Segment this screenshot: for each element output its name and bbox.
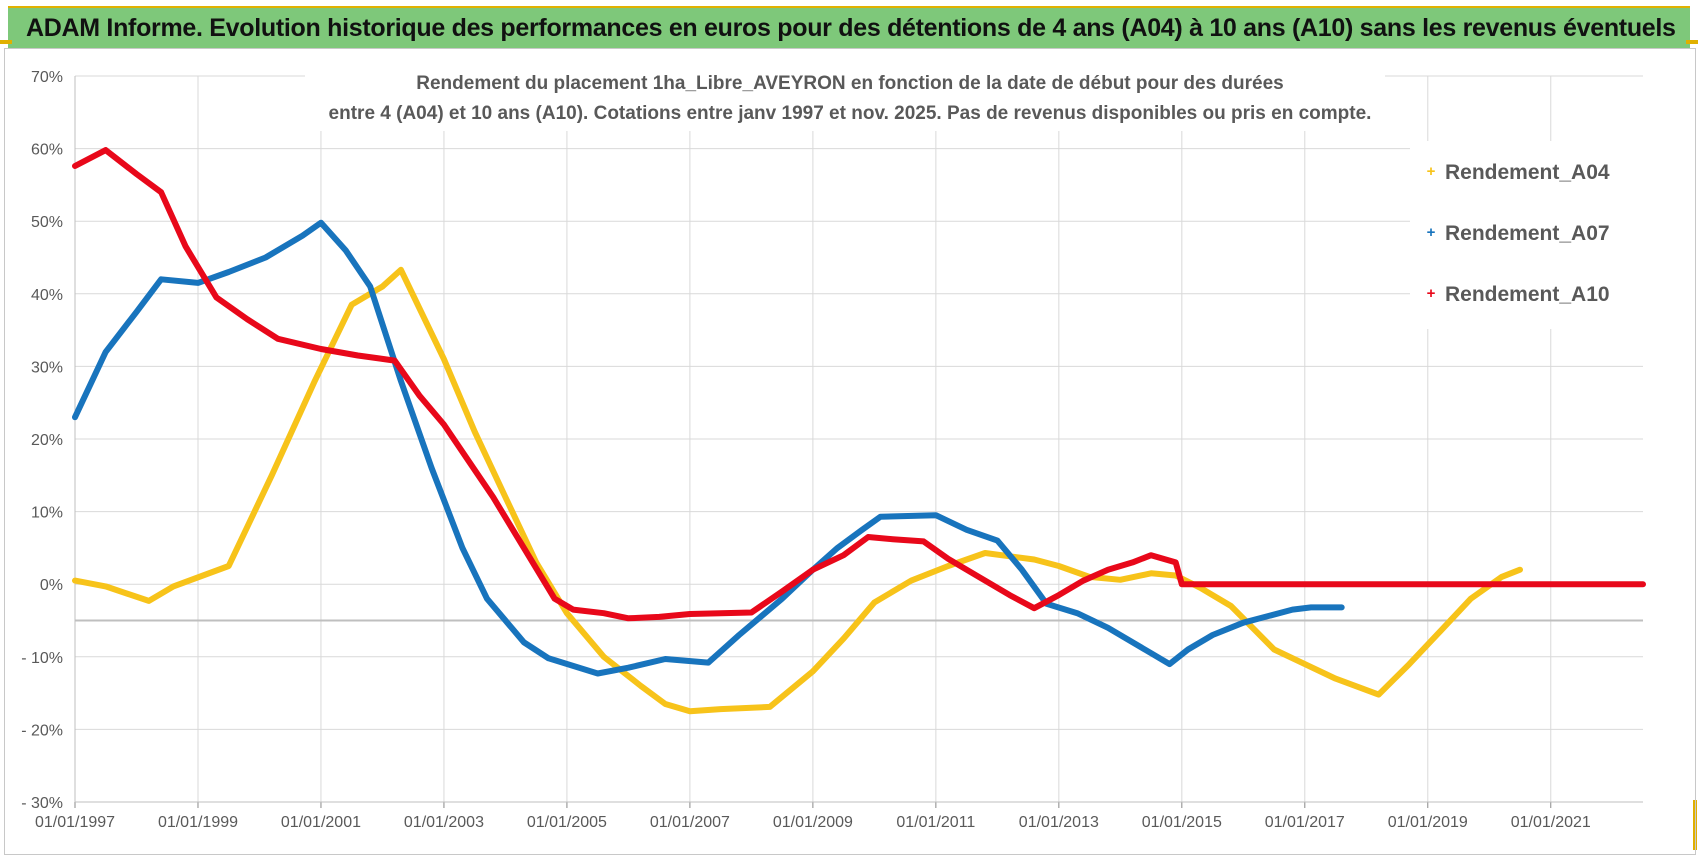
chart-title-background [305, 67, 1385, 131]
y-tick-label: 60% [31, 142, 63, 159]
series-line-rendement_a04 [72, 266, 1523, 715]
axes: - 30% - 20% - 10% 0% 10% 20% 30% 40% 50% 60% 70% 01… [21, 69, 1643, 831]
x-tick-label: 01/01/2009 [773, 814, 853, 831]
chart-title-line1: Rendement du placement 1ha_Libre_AVEYRON… [416, 73, 1283, 94]
y-tick-label: - 10% [21, 650, 63, 667]
legend-label-rendement_a04: Rendement_A04 [1445, 161, 1610, 184]
y-tick-label: 50% [31, 214, 63, 231]
x-tick-label: 01/01/2005 [527, 814, 607, 831]
legend-marker: + [1427, 224, 1436, 241]
banner: ADAM Informe. Evolution historique des p… [8, 6, 1690, 48]
x-tick-label: 01/01/2003 [404, 814, 484, 831]
x-tick-label: 01/01/2013 [1019, 814, 1099, 831]
x-tick-label: 01/01/2017 [1265, 814, 1345, 831]
legend-label-rendement_a10: Rendement_A10 [1445, 283, 1610, 306]
chart: - 30% - 20% - 10% 0% 10% 20% 30% 40% 50% 60% 70% 01… [21, 67, 1650, 831]
x-tick-label: 01/01/2015 [1142, 814, 1222, 831]
banner-title: ADAM Informe. Evolution historique des p… [26, 14, 1676, 42]
y-tick-label: 30% [31, 359, 63, 376]
legend: + Rendement_A04 + Rendement_A07 + Rendement_A… [1427, 161, 1610, 306]
y-tick-label: 20% [31, 432, 63, 449]
y-tick-label: 0% [40, 577, 63, 594]
series-line-rendement_a07 [72, 219, 1345, 677]
legend-label-rendement_a07: Rendement_A07 [1445, 222, 1610, 245]
legend-marker: + [1427, 163, 1436, 180]
frame-corner-mark [1686, 40, 1698, 44]
y-tick-label: 10% [31, 505, 63, 522]
legend-marker: + [1427, 285, 1436, 302]
y-tick-label: 40% [31, 287, 63, 304]
gridlines [74, 75, 1643, 803]
series-line-rendement_a10 [72, 147, 1646, 622]
y-tick-label: - 30% [21, 795, 63, 812]
y-tick-label: 70% [31, 69, 63, 86]
chart-area: - 30% - 20% - 10% 0% 10% 20% 30% 40% 50% 60% 70% 01… [4, 48, 1696, 855]
legend-background [1410, 141, 1650, 329]
x-tick-label: 01/01/1997 [35, 814, 115, 831]
x-tick-label: 01/01/2011 [896, 814, 975, 831]
frame-corner-mark [0, 40, 12, 44]
series-lines [72, 147, 1646, 715]
x-tick-label: 01/01/2007 [650, 814, 730, 831]
x-tick-label: 01/01/2019 [1388, 814, 1468, 831]
x-tick-label: 01/01/2021 [1511, 814, 1591, 831]
chart-title-line2: entre 4 (A04) et 10 ans (A10). Cotations… [329, 103, 1372, 124]
y-tick-label: - 20% [21, 722, 63, 739]
x-tick-label: 01/01/2001 [281, 814, 361, 831]
x-tick-label: 01/01/1999 [158, 814, 238, 831]
